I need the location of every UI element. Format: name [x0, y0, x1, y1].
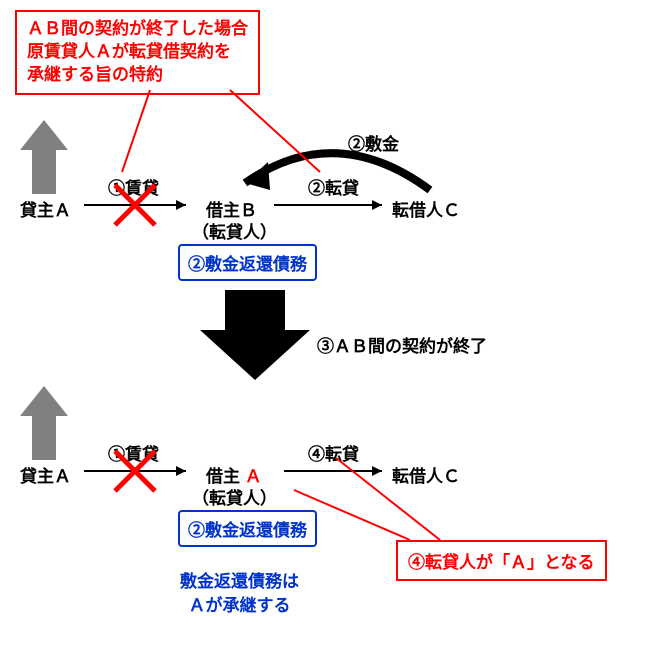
diagram-stage: ＡＢ間の契約が終了した場合 原賃貸人Ａが転貸借契約を 承継する旨の特約 貸主Ａ … — [0, 0, 663, 659]
lower-deposit-box: ②敷金返還債務 — [178, 510, 317, 547]
summary-text: 敷金返還債務は Ａが承継する — [180, 570, 299, 618]
summary-line1: 敷金返還債務は — [180, 572, 299, 591]
callout2-text: ④転貸人が「Ａ」となる — [408, 553, 595, 572]
summary-line2: Ａが承継する — [189, 596, 291, 615]
callout-new-sublessor: ④転貸人が「Ａ」となる — [396, 540, 607, 581]
